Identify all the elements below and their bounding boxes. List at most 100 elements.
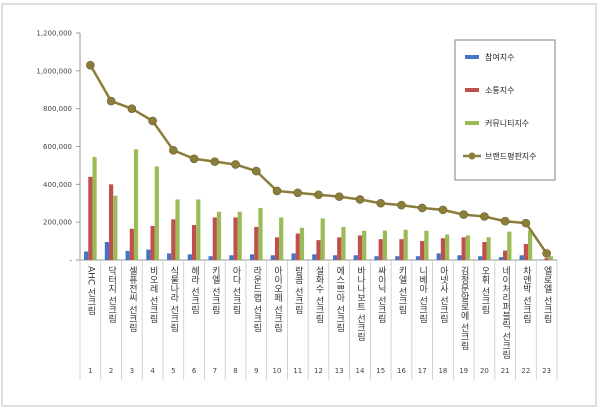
rank-label-11: 11 (293, 367, 302, 375)
bar-1-20 (478, 256, 483, 260)
category-label-7: 키엘 선크림 (210, 266, 220, 314)
bar-3-6 (196, 199, 201, 260)
point-11 (293, 188, 303, 198)
rank-label-5: 5 (171, 367, 175, 375)
y-tick-label: 200,000 (43, 219, 72, 227)
bar-3-21 (507, 231, 512, 260)
bar-3-5 (175, 199, 180, 260)
bar-3-22 (527, 230, 533, 260)
rank-label-6: 6 (192, 367, 197, 375)
category-label-5: 식물나라 선크림 (168, 266, 178, 332)
bar-2-15 (378, 239, 383, 260)
rank-label-15: 15 (376, 367, 385, 375)
rank-label-4: 4 (150, 367, 155, 375)
bar-2-4 (150, 225, 155, 260)
bar-3-11 (299, 227, 305, 260)
point-15 (376, 198, 386, 208)
point-3 (127, 104, 137, 113)
bar-1-9 (249, 254, 255, 260)
bar-2-17 (420, 241, 425, 260)
category-label-11: 랑콤 선크림 (293, 265, 303, 314)
bar-2-5 (171, 219, 176, 260)
bar-3-16 (403, 229, 408, 260)
bar-3-9 (258, 207, 263, 260)
category-label-10: 아이오페 선크림 (272, 266, 282, 332)
bar-2-20 (482, 242, 487, 260)
category-label-22: 차앤박 선크림 (521, 265, 531, 323)
bar-2-13 (337, 237, 342, 260)
bar-1-18 (436, 253, 441, 260)
bar-2-19 (461, 237, 466, 260)
rank-label-3: 3 (130, 367, 134, 375)
bar-2-1 (88, 176, 93, 260)
bar-2-12 (316, 240, 321, 260)
bar-1-14 (353, 255, 358, 260)
point-16 (397, 200, 406, 210)
bar-3-23 (548, 256, 553, 260)
legend-label-1: 참여지수 (485, 52, 514, 62)
bar-1-12 (312, 254, 317, 260)
point-5 (169, 145, 178, 155)
bar-1-10 (270, 255, 275, 260)
bar-2-14 (357, 235, 363, 260)
point-12 (314, 190, 323, 200)
rank-label-22: 22 (521, 367, 530, 375)
rank-label-17: 17 (418, 367, 427, 375)
category-label-18: 아넷사 선크림 (438, 266, 448, 323)
category-label-9: 라운드랩 선크림 (251, 266, 261, 332)
rank-label-2: 2 (109, 367, 113, 375)
bar-2-3 (129, 228, 134, 260)
bar-1-13 (332, 255, 338, 260)
bar-1-19 (457, 255, 462, 260)
legend-label-2: 소통지수 (485, 86, 514, 95)
bar-3-15 (382, 230, 388, 260)
category-label-4: 비오레 선크림 (148, 266, 158, 323)
bar-2-23 (544, 258, 549, 260)
bar-3-13 (341, 226, 346, 260)
category-label-12: 설화수 선크림 (314, 266, 324, 323)
bar-1-15 (374, 256, 379, 260)
y-tick-label: 1,200,000 (36, 30, 72, 38)
bar-1-2 (104, 242, 110, 260)
rank-label-19: 19 (459, 367, 468, 375)
bar-2-21 (503, 250, 508, 260)
point-23 (542, 249, 551, 258)
legend-label-3: 커뮤니티지수 (485, 118, 529, 128)
rank-label-14: 14 (356, 367, 365, 375)
point-19 (459, 210, 468, 219)
legend-swatch-3 (465, 121, 479, 125)
bar-1-17 (415, 256, 421, 260)
bar-2-22 (523, 243, 528, 260)
y-tick-label: 1,000,000 (36, 67, 72, 75)
category-label-6: 헤라 선크림 (189, 265, 199, 314)
point-9 (251, 166, 261, 176)
legend-swatch-marker (468, 152, 476, 160)
rank-label-10: 10 (273, 367, 282, 375)
rank-label-20: 20 (480, 367, 489, 375)
bar-3-10 (279, 217, 284, 260)
y-tick-label: 800,000 (43, 105, 72, 113)
point-10 (272, 186, 282, 196)
point-1 (86, 60, 95, 70)
bar-1-4 (146, 249, 151, 260)
bar-3-1 (92, 156, 97, 260)
point-17 (417, 203, 427, 213)
category-label-20: 오휘 선크림 (479, 266, 489, 314)
bar-1-5 (167, 253, 172, 260)
bar-1-1 (84, 251, 89, 260)
point-21 (500, 216, 510, 226)
bar-2-11 (295, 233, 300, 260)
bar-1-8 (229, 255, 234, 260)
category-label-23: 엘로엘 선크림 (542, 266, 552, 323)
rank-label-9: 9 (254, 367, 258, 375)
rank-label-21: 21 (501, 367, 510, 375)
bar-3-14 (362, 230, 367, 260)
bar-1-6 (187, 254, 192, 260)
rank-label-16: 16 (397, 367, 406, 375)
bar-2-6 (191, 225, 197, 260)
category-label-17: 니베아 선크림 (417, 266, 427, 323)
category-label-13: 에스쁘아 선크림 (334, 266, 344, 332)
point-7 (210, 157, 220, 166)
